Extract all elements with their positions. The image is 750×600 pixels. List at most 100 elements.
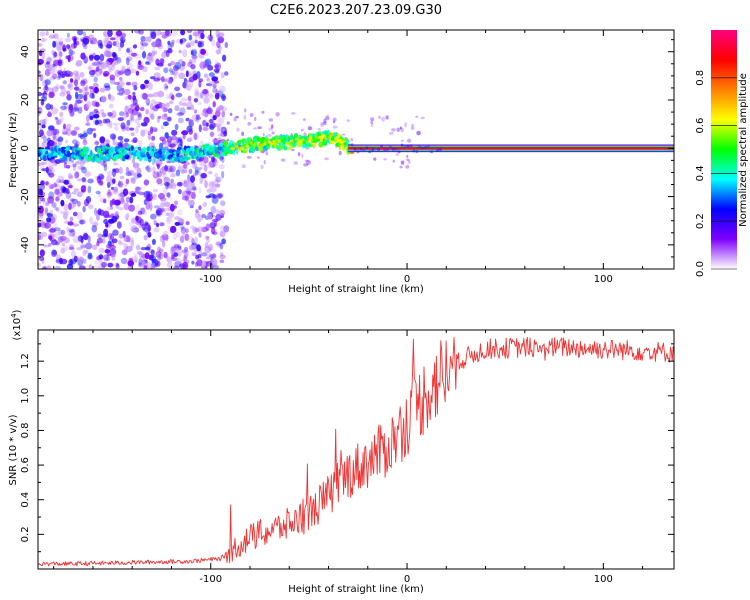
- heatmap-cell: [69, 78, 74, 83]
- heatmap-cell: [41, 124, 46, 129]
- heatmap-cell: [57, 136, 64, 142]
- heatmap-cell: [338, 145, 342, 151]
- heatmap-cell: [94, 140, 100, 146]
- heatmap-cell: [217, 192, 224, 198]
- heatmap-cell: [194, 36, 198, 43]
- heatmap-cell: [167, 48, 173, 54]
- heatmap-cell: [396, 127, 401, 133]
- heatmap-cell: [86, 146, 90, 154]
- heatmap-cell: [189, 146, 194, 151]
- heatmap-cell: [210, 226, 216, 235]
- heatmap-cell: [68, 229, 74, 233]
- heatmap-cell: [77, 106, 83, 114]
- heatmap-cell: [206, 213, 213, 220]
- heatmap-cell: [217, 123, 221, 127]
- heatmap-cell: [151, 259, 157, 263]
- heatmap-cell: [174, 86, 181, 92]
- heatmap-cell: [215, 30, 220, 38]
- heatmap-cell: [111, 152, 114, 156]
- heatmap-cell: [93, 132, 97, 138]
- heatmap-cell: [192, 70, 197, 75]
- heatmap-cell: [195, 209, 199, 213]
- heatmap-cell: [143, 264, 148, 269]
- heatmap-cell: [94, 86, 98, 94]
- heatmap-cell: [174, 221, 181, 226]
- heatmap-cell: [60, 105, 65, 110]
- heatmap-cell: [49, 57, 56, 60]
- heatmap-cell: [80, 244, 86, 249]
- heatmap-cell: [218, 32, 225, 37]
- heatmap-cell: [179, 235, 185, 243]
- heatmap-cell: [117, 136, 124, 141]
- heatmap-cell: [202, 126, 209, 131]
- heatmap-cell: [133, 85, 138, 91]
- heatmap-cell: [166, 116, 172, 122]
- heatmap-cell: [359, 147, 363, 151]
- heatmap-cell: [187, 95, 192, 102]
- heatmap-cell: [134, 190, 140, 194]
- heatmap-cell: [80, 219, 84, 225]
- colorbar-tick-label: 0.4: [695, 165, 706, 181]
- heatmap-cell: [135, 70, 140, 76]
- heatmap-cell: [74, 71, 79, 77]
- heatmap-cell: [150, 249, 155, 257]
- heatmap-cell: [68, 157, 72, 162]
- heatmap-cell: [169, 42, 174, 48]
- heatmap-cell: [324, 157, 329, 161]
- heatmap-cell: [67, 221, 74, 226]
- y-tick-label: -20: [20, 188, 31, 204]
- heatmap-cell: [206, 188, 212, 193]
- heatmap-cell: [353, 147, 357, 151]
- heatmap-cell: [177, 218, 185, 223]
- heatmap-cell: [58, 51, 63, 57]
- heatmap-cell: [121, 87, 125, 94]
- y-tick-label: 20: [20, 94, 31, 107]
- heatmap-cell: [108, 66, 113, 73]
- heatmap-cell: [215, 176, 222, 183]
- heatmap-cell: [66, 44, 71, 49]
- heatmap-cell: [153, 227, 160, 233]
- heatmap-cell: [59, 111, 64, 118]
- heatmap-cell: [103, 210, 110, 219]
- heatmap-cell: [48, 64, 53, 71]
- heatmap-cell: [370, 117, 375, 122]
- heatmap-cell: [103, 228, 109, 237]
- heatmap-cell: [80, 52, 86, 60]
- heatmap-cell: [152, 91, 159, 98]
- heatmap-cell: [60, 199, 65, 207]
- heatmap-cell: [316, 138, 320, 142]
- heatmap-cell: [176, 231, 181, 238]
- heatmap-cell: [114, 40, 120, 48]
- heatmap-cell: [138, 262, 143, 268]
- heatmap-cell: [44, 147, 51, 150]
- heatmap-cell: [53, 155, 58, 158]
- heatmap-cell: [308, 143, 314, 148]
- colorbar-tick-label: 0.2: [695, 213, 706, 229]
- heatmap-cell: [171, 182, 175, 186]
- heatmap-cell: [163, 182, 171, 187]
- heatmap-cell: [100, 62, 104, 71]
- heatmap-cell: [415, 115, 419, 118]
- heatmap-cell: [198, 232, 202, 238]
- y-tick-label: 1.0: [20, 388, 31, 404]
- heatmap-cell: [215, 49, 222, 55]
- heatmap-cell: [153, 157, 156, 164]
- y-tick-label: 1.2: [20, 353, 31, 369]
- heatmap-cell: [143, 211, 148, 216]
- heatmap-cell: [66, 90, 71, 96]
- heatmap-cell: [54, 241, 60, 246]
- heatmap-cell: [163, 176, 170, 184]
- heatmap-cell: [175, 148, 181, 156]
- heatmap-cell: [140, 106, 145, 112]
- heatmap-cell: [74, 73, 81, 82]
- heatmap-cell: [143, 179, 150, 186]
- heatmap-cell: [200, 48, 207, 55]
- heatmap-cell: [98, 254, 104, 260]
- heatmap-cell: [170, 135, 178, 141]
- heatmap-cell: [56, 44, 62, 52]
- heatmap-cell: [203, 164, 208, 172]
- heatmap-cell: [91, 69, 98, 74]
- heatmap-cell: [44, 68, 51, 77]
- heatmap-cell: [271, 124, 274, 128]
- spectrogram-ticks: [38, 30, 674, 269]
